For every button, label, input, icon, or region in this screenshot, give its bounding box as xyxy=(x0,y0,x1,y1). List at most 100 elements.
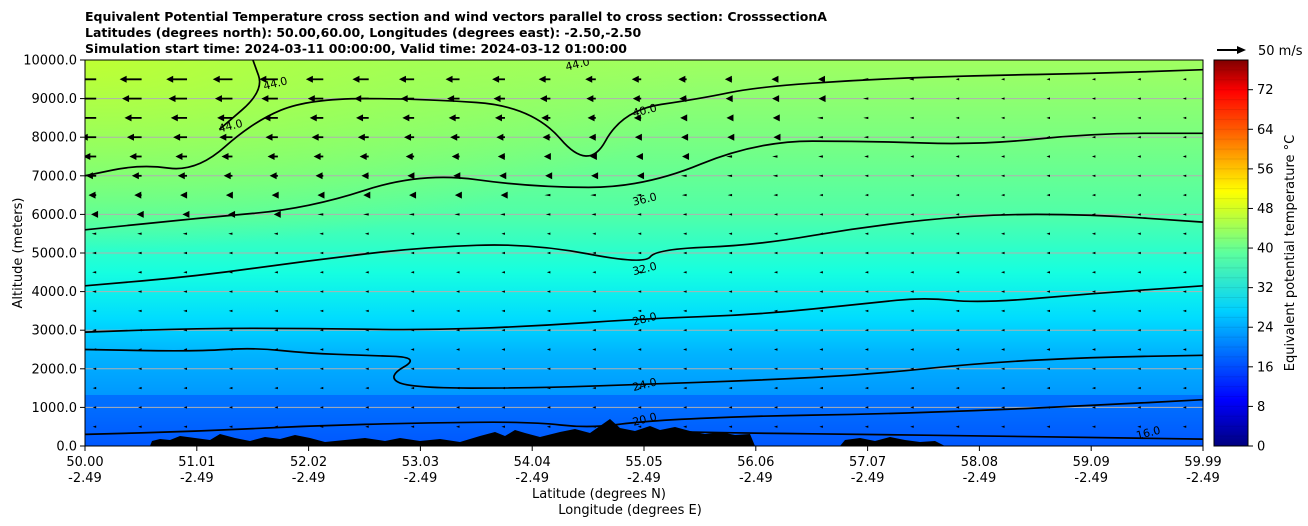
contour-line-28 xyxy=(85,284,1203,333)
wind-vector xyxy=(910,290,914,293)
quiver-key-label: 50 m/s xyxy=(1258,44,1303,59)
wind-vector xyxy=(319,386,324,390)
wind-vector xyxy=(680,114,688,122)
x-tick-label-lat: 51.01 xyxy=(178,455,215,470)
wind-vector xyxy=(864,271,869,274)
wind-vector xyxy=(274,271,278,274)
wind-vector xyxy=(819,251,823,255)
wind-vector xyxy=(1091,116,1096,120)
wind-vector xyxy=(1182,329,1187,332)
wind-vector xyxy=(274,329,278,332)
wind-vector xyxy=(539,95,551,103)
wind-vector xyxy=(726,155,733,158)
wind-vector xyxy=(589,153,597,160)
wind-vector xyxy=(728,309,733,313)
wind-vector xyxy=(259,75,278,83)
wind-vector xyxy=(317,191,325,199)
x-tick-label-lat: 56.06 xyxy=(737,455,774,470)
wind-vector xyxy=(728,329,733,332)
colorbar-frame xyxy=(1213,59,1249,447)
wind-vector xyxy=(1182,116,1187,120)
wind-vector xyxy=(274,367,278,370)
wind-vector xyxy=(910,193,914,197)
wind-vector xyxy=(909,136,914,139)
wind-vector xyxy=(365,348,369,351)
wind-vector xyxy=(817,116,823,120)
wind-vector xyxy=(265,133,278,141)
wind-vector xyxy=(1182,97,1187,100)
wind-vector xyxy=(955,348,960,351)
wind-vector xyxy=(1001,367,1005,370)
wind-vector xyxy=(1091,329,1096,332)
wind-vector xyxy=(637,172,645,180)
x-axis: 50.00-2.4951.01-2.4952.02-2.4953.03-2.49… xyxy=(66,446,1222,486)
wind-vector xyxy=(773,232,778,235)
wind-vector xyxy=(1046,193,1050,197)
wind-vector xyxy=(637,290,642,293)
wind-vector xyxy=(1182,251,1187,255)
wind-vector xyxy=(228,290,233,293)
wind-vector xyxy=(183,367,188,370)
wind-vector xyxy=(1137,78,1141,81)
wind-vector xyxy=(910,329,914,332)
wind-vector xyxy=(407,172,415,180)
wind-vector xyxy=(175,153,188,160)
wind-vector xyxy=(726,174,733,177)
wind-vector xyxy=(585,75,596,83)
wind-vector xyxy=(637,329,642,332)
wind-vector xyxy=(1137,174,1141,177)
wind-vector xyxy=(88,191,97,199)
wind-vector xyxy=(592,232,596,235)
wind-vector xyxy=(1046,97,1050,100)
wind-vector xyxy=(497,153,505,160)
wind-vector xyxy=(1091,309,1096,313)
wind-vector xyxy=(819,348,823,351)
contour-label: 32.0 xyxy=(631,260,658,279)
wind-vector xyxy=(727,193,733,197)
wind-vector xyxy=(361,172,369,180)
y-tick-label: 10000.0 xyxy=(23,54,77,69)
wind-vector xyxy=(92,251,97,255)
wind-vector xyxy=(1046,309,1050,313)
contour-label: 40.0 xyxy=(631,101,658,120)
contour-label: 36.0 xyxy=(631,190,658,209)
wind-vector xyxy=(1046,116,1050,120)
wind-vector xyxy=(137,251,142,255)
wind-vector xyxy=(678,75,687,83)
x-tick-label-lat: 54.04 xyxy=(514,455,551,470)
wind-vector xyxy=(456,425,460,428)
wind-vector xyxy=(1001,232,1005,235)
wind-vector xyxy=(683,290,687,293)
wind-vector xyxy=(1046,174,1050,177)
wind-vector xyxy=(410,367,415,370)
wind-vector xyxy=(773,213,778,216)
wind-vector xyxy=(500,191,508,199)
wind-vector xyxy=(683,232,687,235)
wind-vector xyxy=(319,290,324,293)
wind-vector xyxy=(1001,116,1005,120)
wind-vector xyxy=(137,290,142,293)
contour-line-16 xyxy=(655,430,1203,440)
wind-vector xyxy=(228,232,233,235)
y-tick-label: 8000.0 xyxy=(32,131,78,146)
wind-vector xyxy=(910,174,914,177)
colorbar-tick-label: 56 xyxy=(1257,162,1274,177)
wind-vector xyxy=(592,251,596,255)
wind-vector xyxy=(546,309,551,313)
wind-vector xyxy=(219,133,233,141)
wind-vector xyxy=(85,153,97,160)
wind-vector xyxy=(228,386,233,390)
wind-vector xyxy=(773,251,778,255)
wind-vector xyxy=(365,406,369,409)
y-tick-label: 2000.0 xyxy=(32,362,78,377)
wind-vector xyxy=(410,386,415,390)
y-tick-label: 3000.0 xyxy=(32,324,78,339)
wind-vector xyxy=(637,271,642,274)
wind-vector xyxy=(138,386,142,390)
wind-vector xyxy=(170,114,188,122)
wind-vector xyxy=(637,348,642,351)
wind-vector xyxy=(319,329,324,332)
wind-vector xyxy=(365,425,369,428)
wind-vector xyxy=(1001,329,1005,332)
wind-vector xyxy=(500,213,505,216)
